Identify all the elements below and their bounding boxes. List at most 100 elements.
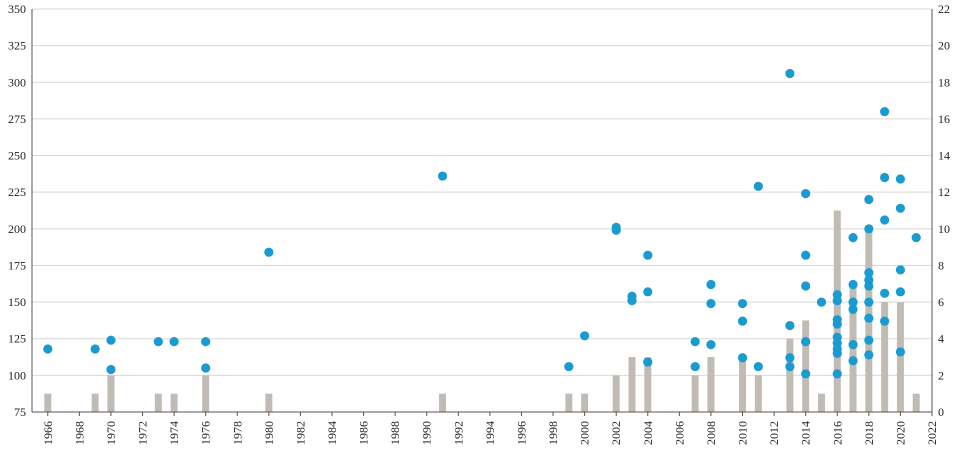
x-tick-label: 1992 [451, 421, 465, 445]
x-tick-label: 2006 [672, 421, 686, 445]
y-right-tick-label: 18 [938, 75, 950, 89]
bar [565, 393, 573, 412]
bar [817, 393, 825, 412]
data-point [864, 350, 874, 360]
y-left-tick-label: 300 [8, 75, 26, 89]
x-tick-label: 2012 [767, 421, 781, 445]
bar [170, 393, 178, 412]
x-tick-label: 1976 [199, 421, 213, 445]
data-point [832, 319, 842, 329]
x-tick-label: 2014 [799, 421, 813, 445]
x-tick-label: 2020 [893, 421, 907, 445]
data-point [690, 337, 700, 347]
data-point [832, 369, 842, 379]
data-point [753, 181, 763, 191]
data-point [690, 361, 700, 372]
bar [644, 357, 652, 412]
y-right-tick-label: 20 [938, 39, 950, 53]
data-point [801, 281, 811, 291]
x-tick-label: 2018 [862, 421, 876, 445]
data-point [106, 335, 116, 345]
x-tick-label: 2002 [609, 421, 623, 445]
data-point [801, 250, 811, 260]
data-point [880, 106, 890, 117]
y-left-tick-label: 225 [8, 185, 26, 199]
data-point [801, 369, 811, 379]
bar [154, 393, 162, 412]
data-point [832, 296, 842, 306]
data-point [753, 361, 763, 372]
bar-series [44, 210, 920, 412]
data-point [895, 287, 906, 297]
data-point [848, 339, 858, 350]
x-tick-label: 2004 [641, 421, 655, 445]
bar [44, 393, 52, 412]
y-right-tick-label: 4 [938, 332, 944, 346]
bar [265, 393, 273, 412]
x-tick-label: 1996 [514, 421, 528, 445]
bar [707, 357, 715, 412]
data-point [643, 287, 653, 297]
data-point [627, 296, 637, 306]
data-point [737, 298, 748, 309]
data-point [643, 357, 653, 367]
y-right-tick-label: 0 [938, 405, 944, 419]
x-tick-label: 1974 [167, 421, 181, 445]
data-point [785, 68, 795, 79]
x-tick-label: 1982 [293, 421, 307, 445]
x-tick-label: 1994 [483, 421, 497, 445]
data-point [895, 203, 906, 213]
x-tick-label: 2008 [704, 421, 718, 445]
data-point [848, 279, 858, 290]
x-tick-label: 1986 [357, 421, 371, 445]
bar [691, 375, 699, 412]
data-point [785, 353, 795, 363]
y-right-tick-label: 10 [938, 222, 950, 236]
data-point [106, 364, 116, 375]
data-point [437, 171, 448, 181]
bar [833, 210, 841, 412]
y-right-tick-label: 16 [938, 112, 950, 126]
y-right-tick-label: 2 [938, 368, 944, 382]
data-point [848, 356, 858, 366]
y-left-tick-label: 100 [8, 368, 26, 382]
data-point [848, 233, 858, 243]
data-point [643, 250, 653, 260]
data-point [880, 316, 890, 326]
bar [202, 375, 210, 412]
data-point [201, 337, 211, 347]
x-tick-label: 1966 [41, 421, 55, 445]
data-point [911, 233, 921, 243]
data-point [848, 297, 858, 307]
data-point [90, 344, 100, 354]
data-point [580, 331, 590, 341]
bar [912, 393, 920, 412]
bar [581, 393, 589, 412]
data-point [864, 268, 874, 278]
y-left-tick-label: 350 [8, 2, 26, 16]
x-tick-label: 1980 [262, 421, 276, 445]
data-point [611, 225, 621, 235]
x-tick-label: 2022 [925, 421, 939, 445]
bar [439, 393, 447, 412]
bar [91, 393, 99, 412]
y-left-tick-label: 275 [8, 112, 26, 126]
x-tick-label: 1970 [104, 421, 118, 445]
data-point [153, 337, 163, 347]
bar [802, 320, 810, 412]
data-point [816, 297, 827, 307]
data-point [895, 347, 906, 357]
data-point [880, 172, 890, 183]
bar [896, 302, 904, 412]
data-point [880, 215, 890, 225]
y-right-tick-label: 6 [938, 295, 944, 309]
data-point [706, 339, 716, 350]
data-point [848, 304, 858, 315]
data-point [201, 363, 211, 373]
data-point [706, 279, 716, 290]
x-tick-label: 1972 [136, 421, 150, 445]
data-point [864, 224, 874, 234]
data-point [880, 288, 890, 298]
